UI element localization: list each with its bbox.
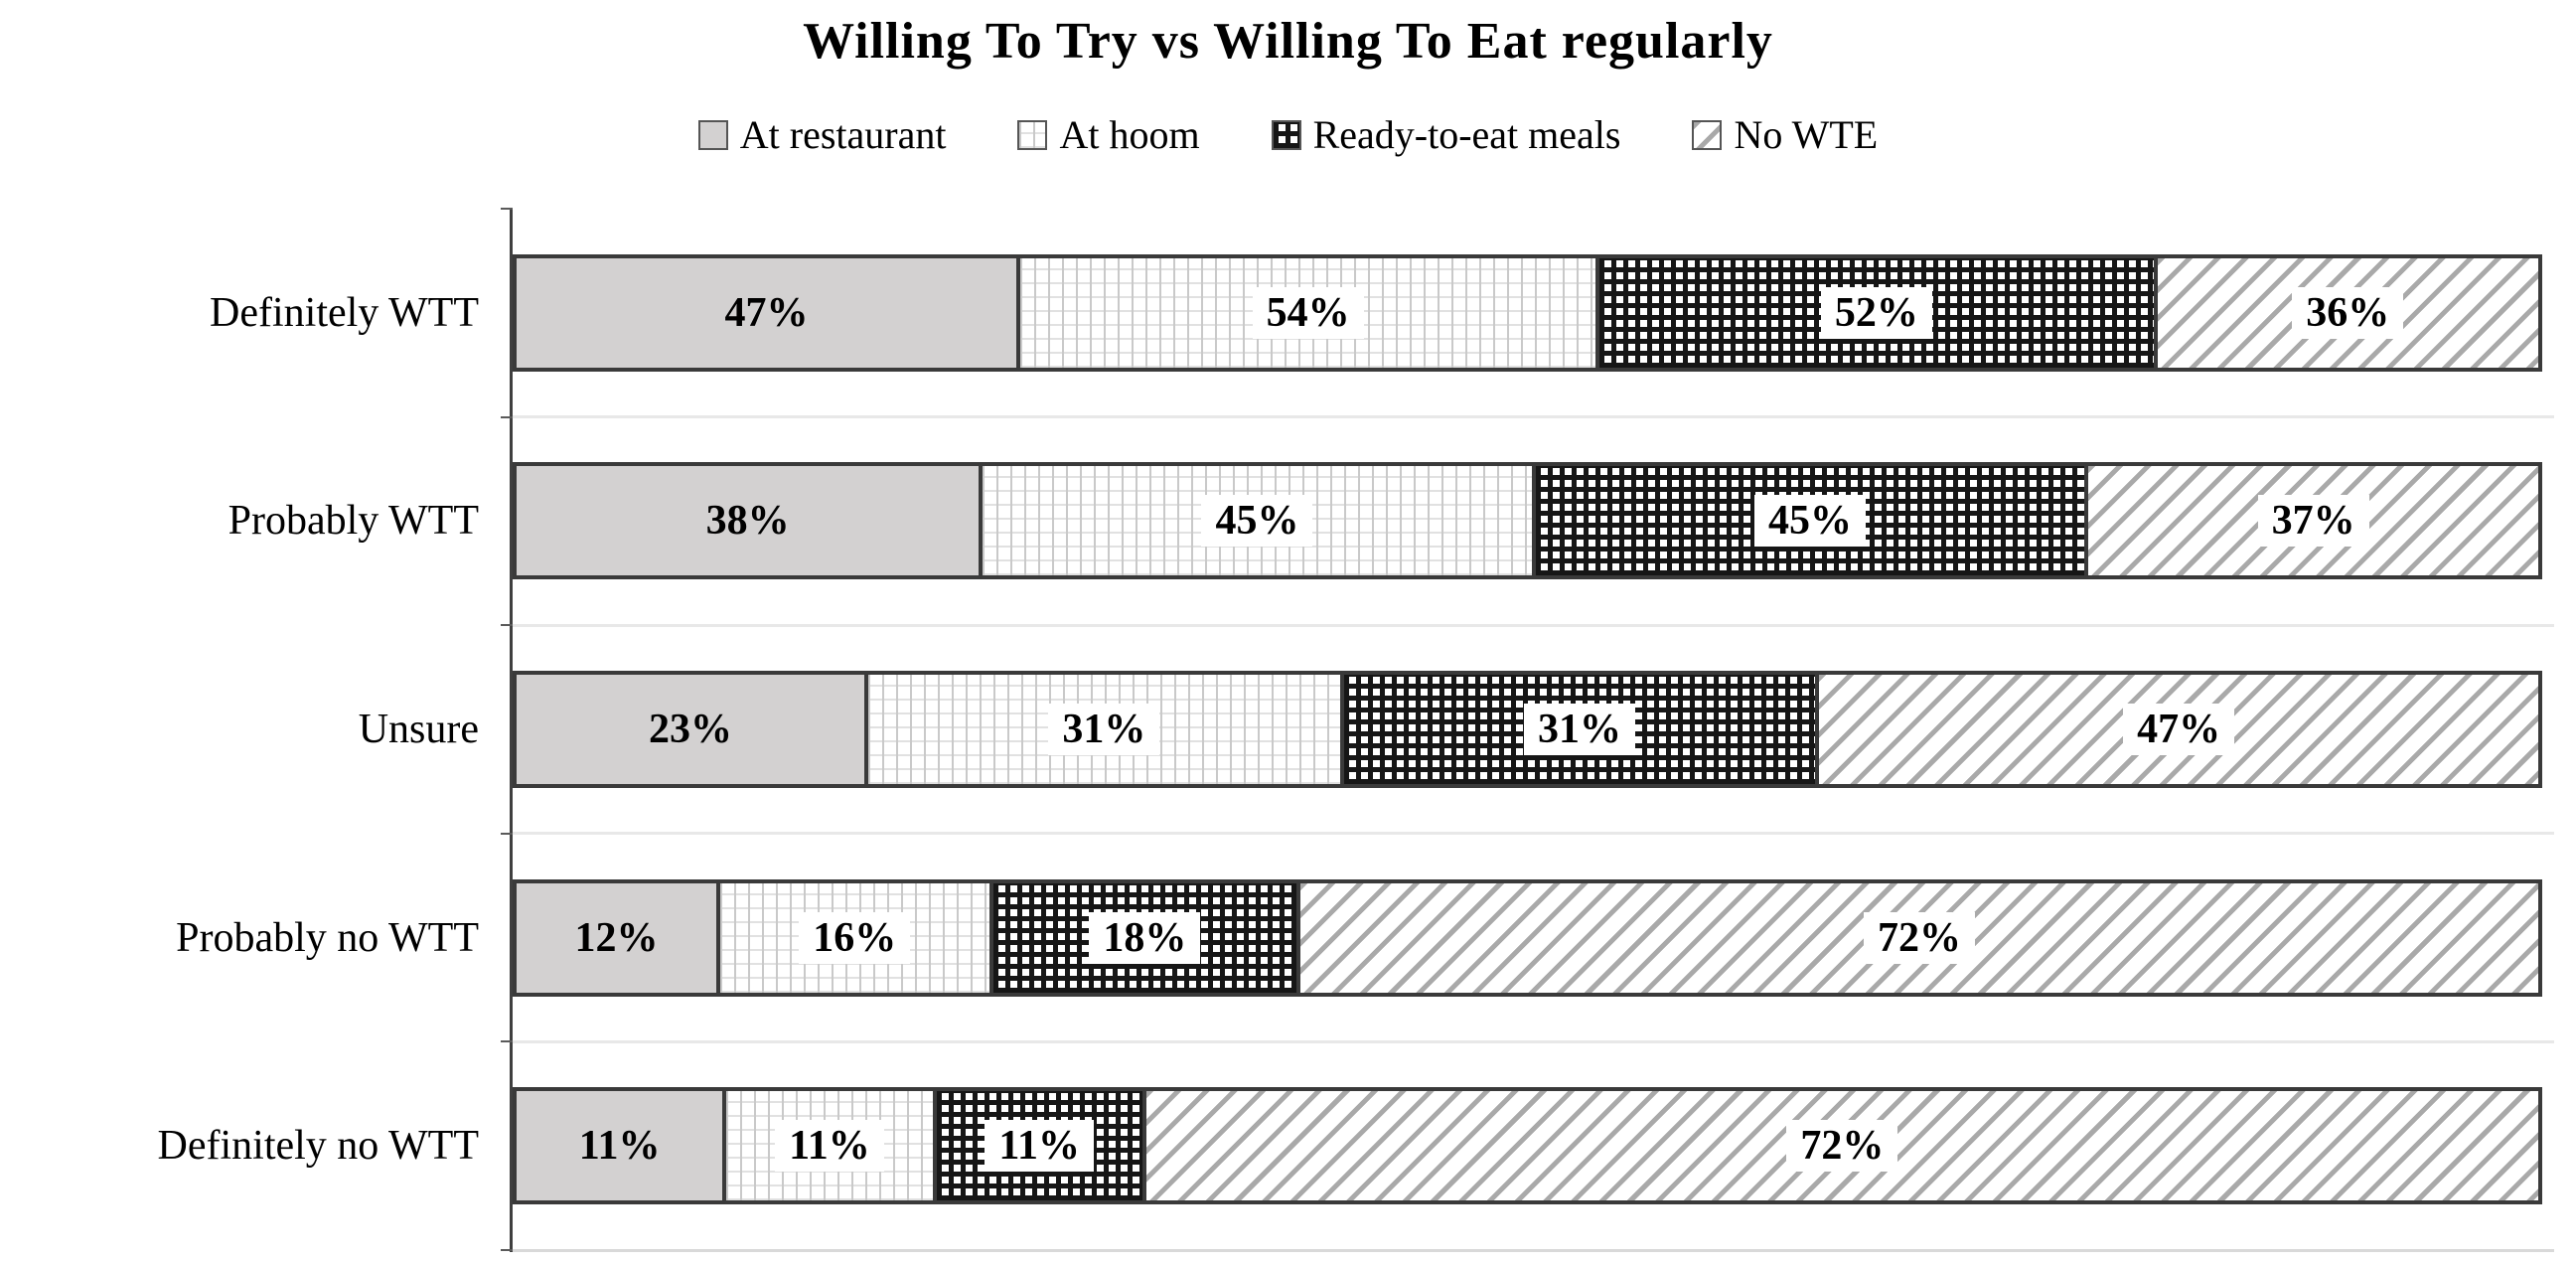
legend-swatch-ready-to-eat-meals-icon [1271,119,1301,150]
plot-bottom-line [513,1249,2554,1252]
bar-row-probably-wtt: 38% 45% 45% 37% [513,462,2554,580]
legend-label: At restaurant [739,112,947,157]
bar-segment-at-restaurant: 47% [513,253,1021,372]
axis-tick [501,624,513,627]
axis-tick [501,832,513,835]
gridline [513,1039,2554,1043]
gridline [513,832,2554,836]
bar-value-label: 23% [649,706,733,752]
bar-value-label: 31% [1523,703,1635,756]
bar-value-label: 16% [799,911,911,964]
category-label-definitely-wtt: Definitely WTT [210,289,479,336]
bar-segment-at-hoom: 54% [1016,253,1600,372]
bar-segment-at-restaurant: 23% [513,671,869,788]
legend-swatch-at-restaurant-icon [697,119,728,150]
bar-value-label: 54% [1252,286,1364,339]
legend-item-no-wte: No WTE [1692,111,1878,158]
legend-label: At hoom [1059,112,1200,157]
category-label-unsure: Unsure [358,707,479,752]
bar-segment-ready-to-eat-meals: 45% [1531,462,2089,580]
legend-item-at-restaurant: At restaurant [697,111,947,158]
bar-segment-no-wte: 72% [1141,1087,2542,1205]
bar-value-label: 72% [1786,1120,1898,1173]
bar-row-definitely-no-wtt: 11% 11% 11% 72% [513,1087,2554,1205]
category-label-definitely-no-wtt: Definitely no WTT [157,1123,479,1170]
bar-value-label: 12% [574,914,659,961]
bar-row-unsure: 23% 31% 31% 47% [513,671,2554,788]
y-axis-line [510,209,513,1252]
axis-tick [501,1249,513,1251]
chart-title: Willing To Try vs Willing To Eat regular… [803,13,1773,70]
bar-segment-at-hoom: 31% [864,671,1344,788]
bar-segment-at-restaurant: 11% [513,1087,727,1205]
category-label-probably-wtt: Probably WTT [227,498,479,545]
legend-swatch-at-hoom-icon [1017,119,1048,150]
bar-segment-at-restaurant: 12% [513,878,720,997]
bar-value-label: 11% [578,1123,661,1170]
category-label-probably-no-wtt: Probably no WTT [176,914,479,961]
bar-segment-at-hoom: 16% [715,878,993,997]
bar-segment-at-hoom: 45% [979,462,1536,580]
bar-value-label: 45% [1753,495,1866,548]
axis-tick [501,208,513,210]
bar-segment-ready-to-eat-meals: 11% [932,1087,1146,1205]
gridline [513,415,2554,419]
legend-swatch-no-wte-icon [1692,119,1723,150]
bar-value-label: 72% [1864,911,1976,964]
bar-value-label: 47% [724,289,809,336]
bar-value-label: 38% [705,498,790,545]
bar-segment-no-wte: 36% [2153,253,2542,372]
bar-value-label: 11% [985,1120,1095,1173]
bar-segment-ready-to-eat-meals: 52% [1595,253,2158,372]
bar-value-label: 31% [1048,703,1160,756]
axis-tick [501,415,513,418]
bar-value-label: 47% [2123,703,2235,756]
legend-label: No WTE [1734,112,1879,157]
bar-value-label: 45% [1201,495,1313,548]
bar-value-label: 52% [1820,286,1932,339]
legend-label: Ready-to-eat meals [1312,112,1621,157]
bar-segment-at-restaurant: 38% [513,462,984,580]
bar-segment-no-wte: 37% [2084,462,2542,580]
bar-value-label: 11% [775,1120,884,1173]
axis-tick [501,1040,513,1043]
bar-segment-at-hoom: 11% [722,1087,937,1205]
legend-item-ready-to-eat-meals: Ready-to-eat meals [1271,111,1621,158]
legend: At restaurant At hoom Ready-to-eat meals No… [0,111,2576,158]
bar-segment-no-wte: 72% [1296,878,2542,997]
gridline [513,623,2554,627]
legend-item-at-hoom: At hoom [1017,111,1200,158]
bar-value-label: 36% [2292,286,2404,339]
bar-segment-ready-to-eat-meals: 18% [988,878,1301,997]
bar-value-label: 37% [2257,495,2369,548]
bar-segment-ready-to-eat-meals: 31% [1339,671,1820,788]
bar-row-definitely-wtt: 47% 54% 52% 36% [513,253,2554,372]
plot-area: 47% 54% 52% 36% 38% 45% 45% 37% 23% 31% 31% 47% 12% 1… [513,209,2554,1252]
bar-segment-no-wte: 47% [1815,671,2542,788]
bar-row-probably-no-wtt: 12% 16% 18% 72% [513,878,2554,997]
bar-value-label: 18% [1089,911,1201,964]
